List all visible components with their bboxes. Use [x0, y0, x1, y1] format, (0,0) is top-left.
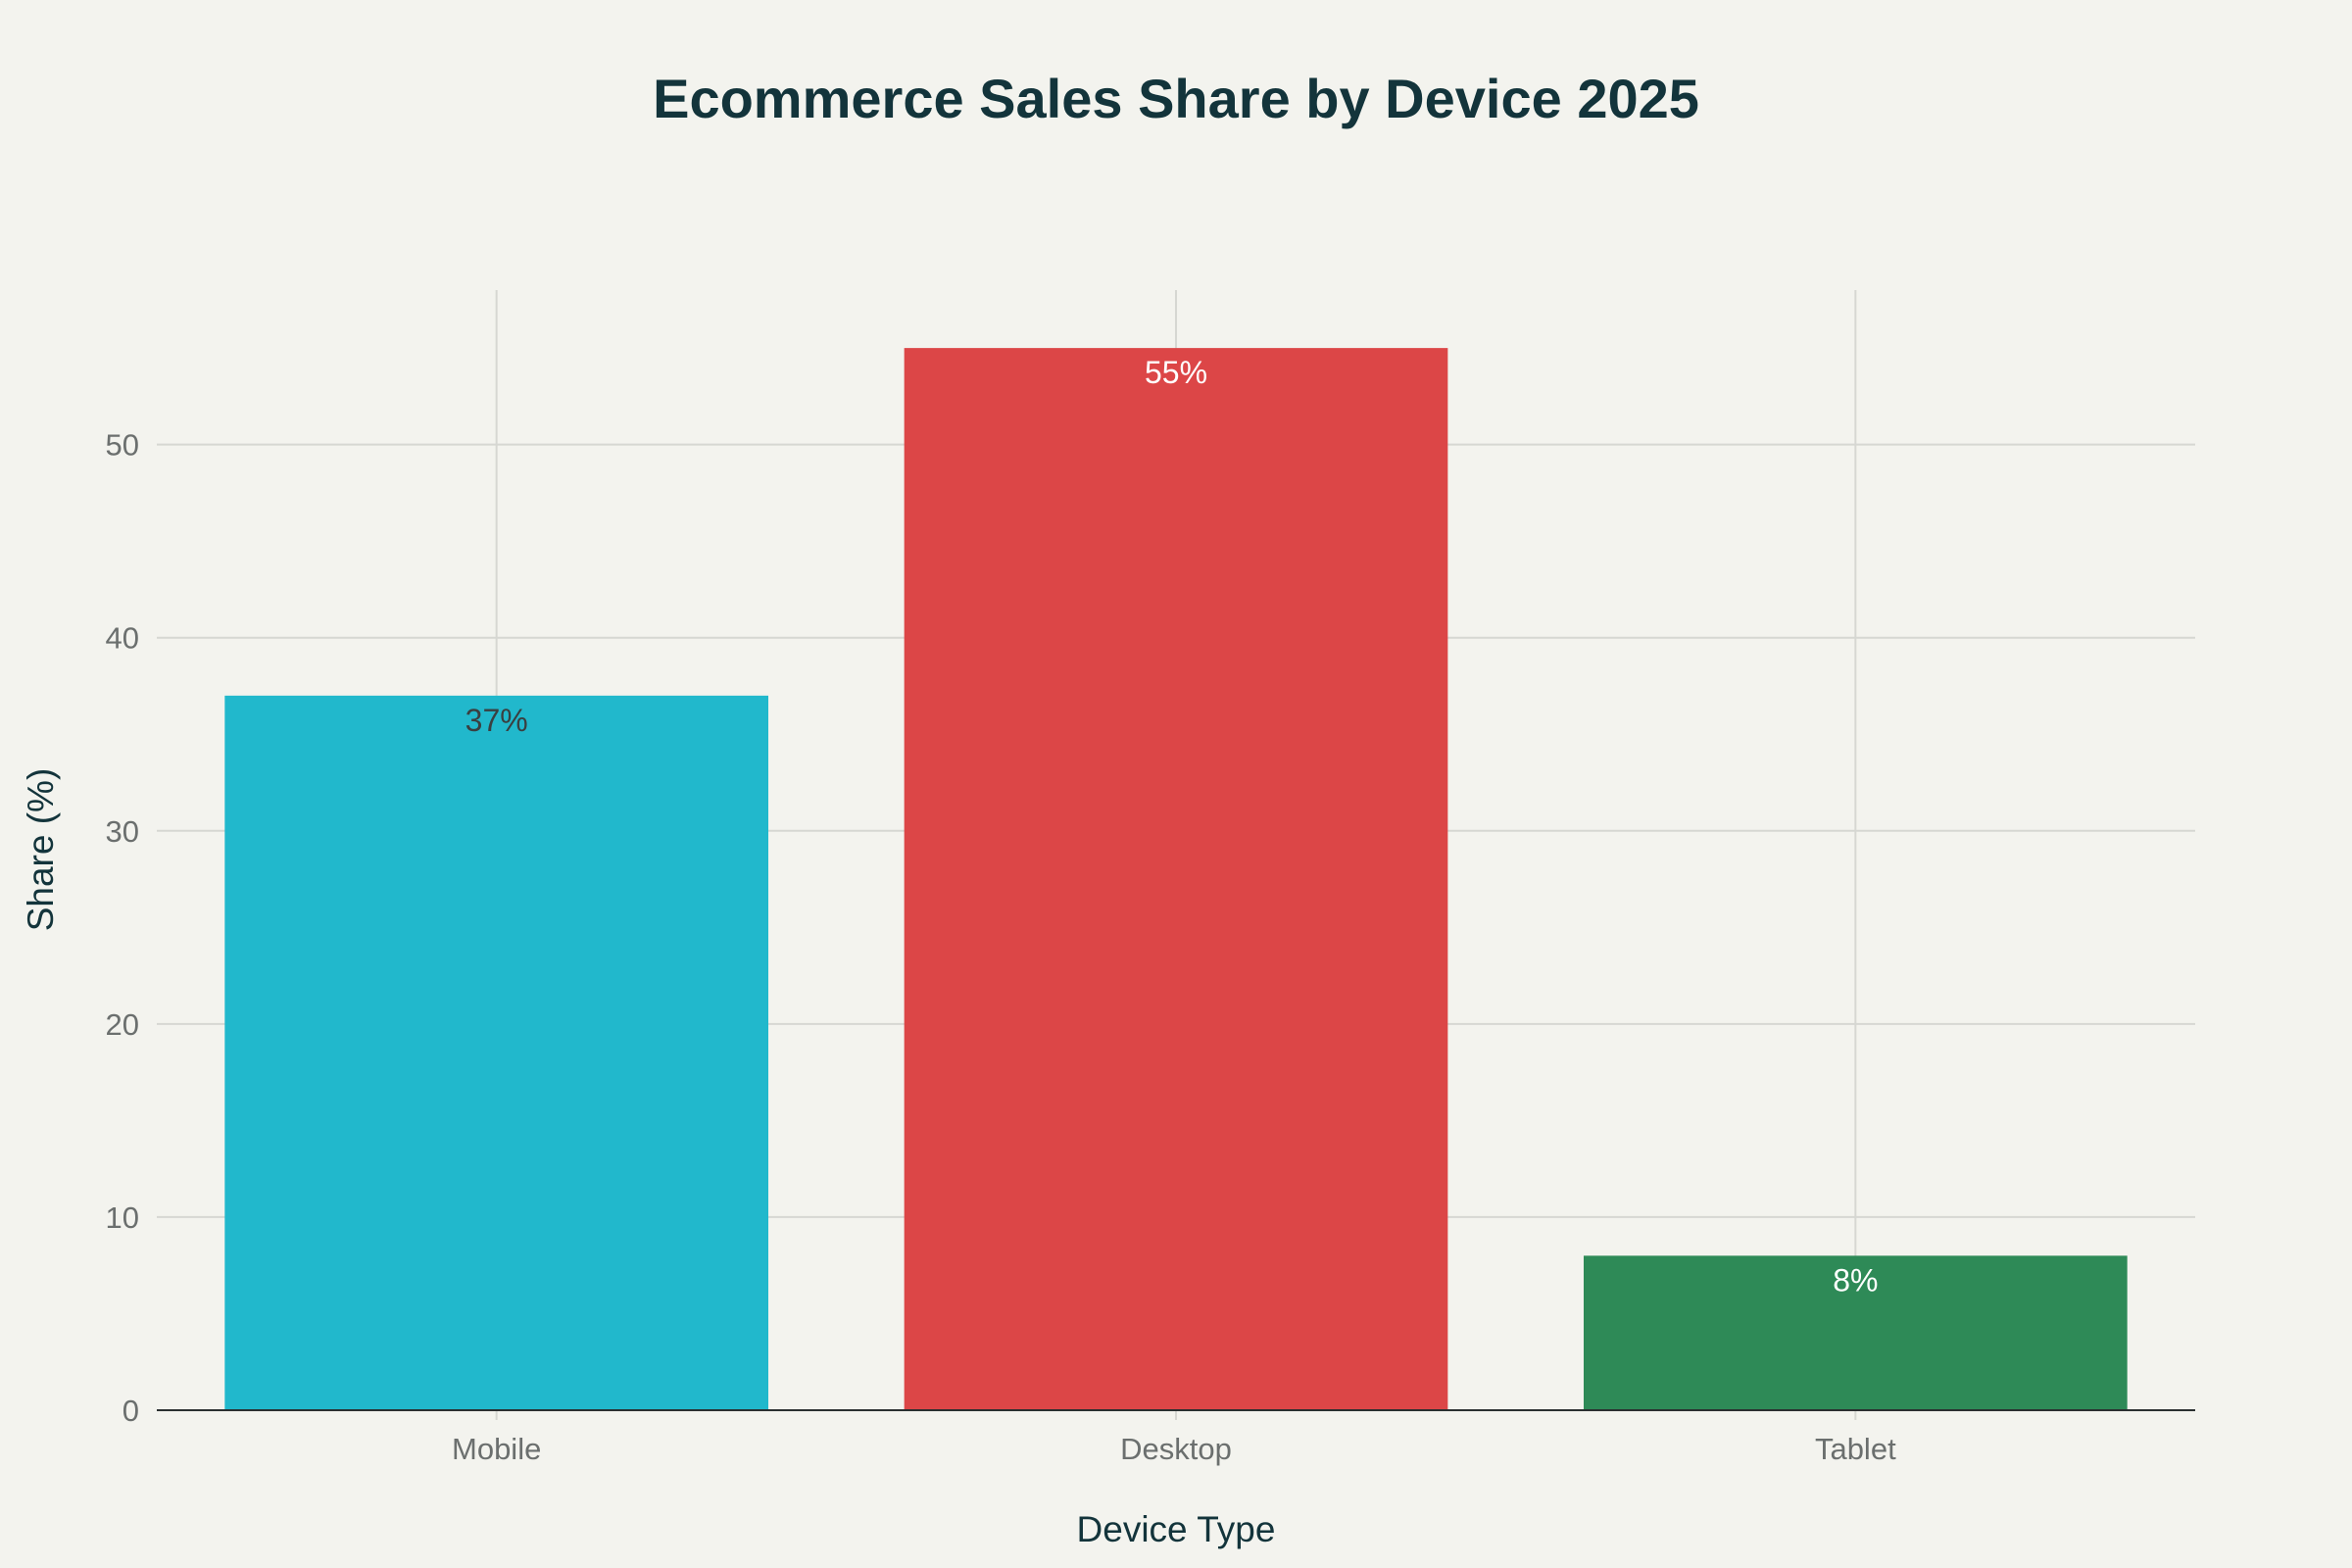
data-label: 37% — [466, 703, 528, 738]
y-axis-title: Share (%) — [21, 768, 61, 932]
y-tick-label: 20 — [106, 1007, 139, 1042]
x-tick-label: Desktop — [1120, 1432, 1232, 1466]
bar-mobile — [224, 695, 769, 1410]
x-tick-label: Mobile — [452, 1432, 541, 1466]
data-label: 55% — [1145, 355, 1207, 390]
x-axis-ticks: Mobile Desktop Tablet — [452, 1410, 1896, 1466]
y-tick-label: 50 — [106, 428, 139, 463]
y-tick-label: 10 — [106, 1200, 139, 1235]
bar-desktop — [904, 348, 1448, 1410]
data-labels: 37% 55% 8% — [466, 355, 1879, 1298]
y-axis-ticks: 0 10 20 30 40 50 — [106, 428, 139, 1428]
y-tick-label: 40 — [106, 621, 139, 656]
chart-title: Ecommerce Sales Share by Device 2025 — [653, 68, 1699, 129]
x-axis-title: Device Type — [1077, 1509, 1276, 1549]
y-tick-label: 30 — [106, 814, 139, 849]
x-tick-label: Tablet — [1815, 1432, 1896, 1466]
data-label: 8% — [1833, 1262, 1878, 1298]
bars — [224, 348, 2128, 1410]
y-tick-label: 0 — [122, 1394, 139, 1428]
bar-tablet — [1584, 1255, 2128, 1410]
